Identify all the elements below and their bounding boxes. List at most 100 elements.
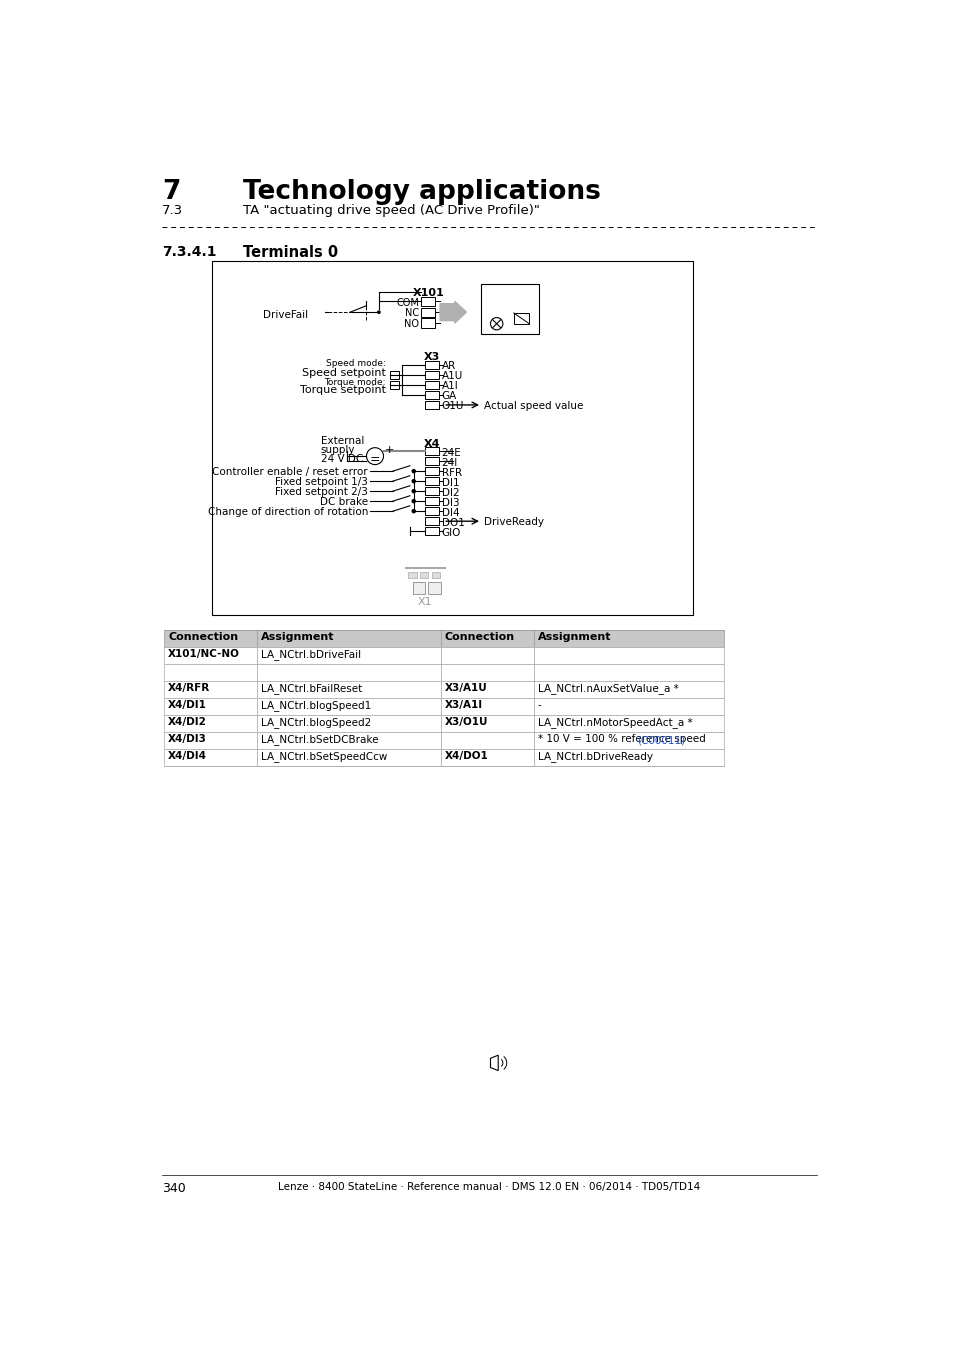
Text: A1U: A1U xyxy=(441,371,462,382)
Text: TA "actuating drive speed (AC Drive Profile)": TA "actuating drive speed (AC Drive Prof… xyxy=(243,204,539,216)
Text: X4/DO1: X4/DO1 xyxy=(444,751,488,761)
Bar xyxy=(480,284,538,333)
Text: * 10 V = 100 % reference speed: * 10 V = 100 % reference speed xyxy=(537,734,708,744)
Text: X4/DI2: X4/DI2 xyxy=(168,717,207,728)
Bar xyxy=(421,297,435,306)
Bar xyxy=(534,680,723,698)
Text: (C00011): (C00011) xyxy=(637,736,685,745)
Text: Actual speed value: Actual speed value xyxy=(484,401,583,412)
Text: 7.3.4.1: 7.3.4.1 xyxy=(162,246,216,259)
Text: Controller enable / reset error: Controller enable / reset error xyxy=(213,467,368,478)
Text: -: - xyxy=(537,701,541,710)
Text: X3/O1U: X3/O1U xyxy=(444,717,488,728)
Bar xyxy=(425,508,439,516)
Text: 24E: 24E xyxy=(441,448,461,458)
Bar xyxy=(425,360,439,369)
Text: Torque setpoint: Torque setpoint xyxy=(299,385,385,396)
Bar xyxy=(425,390,439,400)
Text: X3: X3 xyxy=(424,352,440,362)
Bar xyxy=(440,716,534,732)
Text: Assignment: Assignment xyxy=(537,632,611,641)
Bar xyxy=(408,571,416,578)
Bar xyxy=(425,526,439,536)
Bar xyxy=(534,630,723,647)
Text: External: External xyxy=(320,436,364,446)
Bar xyxy=(421,319,435,328)
Circle shape xyxy=(412,500,415,502)
Circle shape xyxy=(412,490,415,493)
Text: X3/A1I: X3/A1I xyxy=(444,701,482,710)
Bar xyxy=(534,698,723,716)
Bar xyxy=(534,664,723,680)
Text: 24I: 24I xyxy=(441,458,457,467)
Text: LA_NCtrl.bFailReset: LA_NCtrl.bFailReset xyxy=(261,683,362,694)
Bar xyxy=(440,664,534,680)
Bar xyxy=(425,381,439,389)
Text: LA_NCtrl.bDriveReady: LA_NCtrl.bDriveReady xyxy=(537,751,652,761)
Bar xyxy=(440,732,534,749)
Bar xyxy=(164,698,257,716)
Bar xyxy=(257,749,440,765)
Text: Fixed setpoint 1/3: Fixed setpoint 1/3 xyxy=(274,478,368,487)
Text: Change of direction of rotation: Change of direction of rotation xyxy=(208,508,368,517)
Circle shape xyxy=(412,479,415,483)
Text: Fixed setpoint 2/3: Fixed setpoint 2/3 xyxy=(274,487,368,497)
Text: COM: COM xyxy=(395,297,418,308)
Text: DI3: DI3 xyxy=(441,498,458,508)
Text: Speed setpoint: Speed setpoint xyxy=(302,367,385,378)
Bar xyxy=(425,477,439,486)
Bar xyxy=(390,381,398,389)
Bar xyxy=(534,749,723,765)
Text: Torque mode:: Torque mode: xyxy=(324,378,385,386)
Text: A1I: A1I xyxy=(441,382,458,391)
Circle shape xyxy=(377,310,379,313)
Bar xyxy=(164,732,257,749)
Bar xyxy=(534,732,723,749)
Bar xyxy=(440,749,534,765)
Text: LA_NCtrl.nAuxSetValue_a *: LA_NCtrl.nAuxSetValue_a * xyxy=(537,683,678,694)
Bar xyxy=(164,749,257,765)
Text: DI4: DI4 xyxy=(441,508,458,518)
Text: RFR: RFR xyxy=(441,467,461,478)
Text: DO1: DO1 xyxy=(441,518,464,528)
Text: Technology applications: Technology applications xyxy=(243,180,600,205)
Bar xyxy=(425,517,439,525)
Text: NC: NC xyxy=(405,308,418,319)
Bar xyxy=(257,664,440,680)
Bar xyxy=(257,680,440,698)
Text: X4/RFR: X4/RFR xyxy=(168,683,210,694)
Text: Connection: Connection xyxy=(168,632,238,641)
Text: =: = xyxy=(370,454,380,466)
Text: DriveReady: DriveReady xyxy=(484,517,544,528)
Bar xyxy=(164,680,257,698)
Bar xyxy=(419,571,428,578)
Bar xyxy=(534,716,723,732)
Text: +: + xyxy=(385,446,394,455)
Text: Speed mode:: Speed mode: xyxy=(326,359,385,369)
Bar xyxy=(257,716,440,732)
Text: GA: GA xyxy=(441,392,456,401)
Bar xyxy=(440,698,534,716)
Text: LA_NCtrl.nMotorSpeedAct_a *: LA_NCtrl.nMotorSpeedAct_a * xyxy=(537,717,692,728)
Text: LA_NCtrl.bDriveFail: LA_NCtrl.bDriveFail xyxy=(261,649,361,660)
Text: X4: X4 xyxy=(424,439,440,450)
Text: 7: 7 xyxy=(162,180,180,205)
Text: supply: supply xyxy=(320,446,355,455)
Text: LA_NCtrl.bSetSpeedCcw: LA_NCtrl.bSetSpeedCcw xyxy=(261,751,387,761)
Text: X101: X101 xyxy=(412,288,444,297)
Text: NO: NO xyxy=(404,319,418,329)
Text: 340: 340 xyxy=(162,1183,186,1195)
Bar xyxy=(257,630,440,647)
Text: X101/NC-NO: X101/NC-NO xyxy=(168,649,240,659)
Bar xyxy=(440,680,534,698)
Bar xyxy=(440,647,534,664)
Text: DriveFail: DriveFail xyxy=(262,310,308,320)
Text: Assignment: Assignment xyxy=(261,632,335,641)
Text: O1U: O1U xyxy=(441,401,463,412)
Text: X4/DI1: X4/DI1 xyxy=(168,701,207,710)
Text: DI1: DI1 xyxy=(441,478,458,487)
Text: X4/DI4: X4/DI4 xyxy=(168,751,207,761)
Bar xyxy=(431,571,439,578)
Bar xyxy=(425,447,439,455)
Bar xyxy=(421,308,435,317)
